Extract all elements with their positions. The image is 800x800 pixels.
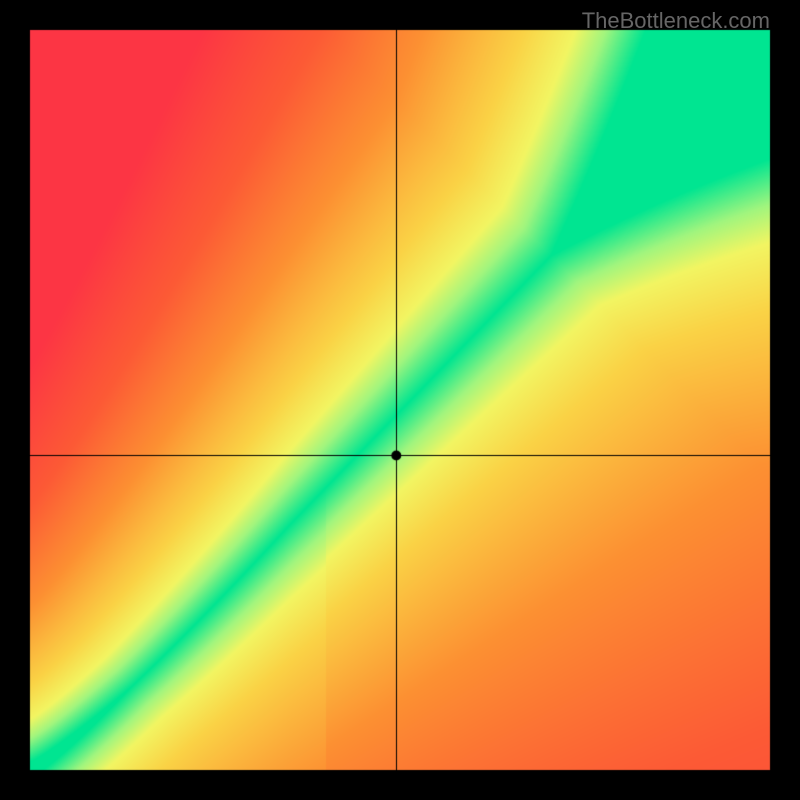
chart-container: TheBottleneck.com [0, 0, 800, 800]
heatmap-canvas [0, 0, 800, 800]
watermark-text: TheBottleneck.com [582, 8, 770, 34]
